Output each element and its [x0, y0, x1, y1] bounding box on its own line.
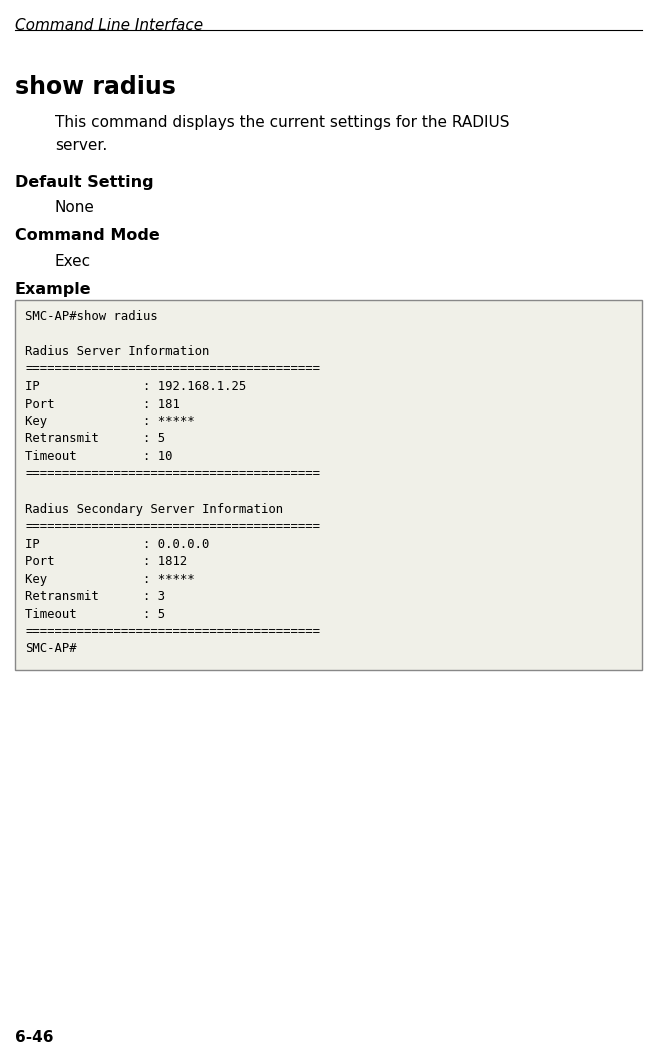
- Text: IP              : 0.0.0.0: IP : 0.0.0.0: [25, 538, 210, 550]
- Text: Port            : 181: Port : 181: [25, 398, 180, 410]
- Text: This command displays the current settings for the RADIUS: This command displays the current settin…: [55, 115, 509, 130]
- Text: Key             : *****: Key : *****: [25, 414, 194, 428]
- Text: ========================================: ========================================: [25, 363, 320, 376]
- Text: SMC-AP#: SMC-AP#: [25, 643, 77, 655]
- Text: Port            : 1812: Port : 1812: [25, 555, 187, 568]
- Text: Timeout         : 10: Timeout : 10: [25, 450, 173, 463]
- Text: 6-46: 6-46: [15, 1030, 53, 1045]
- Text: Retransmit      : 3: Retransmit : 3: [25, 590, 165, 603]
- Text: ========================================: ========================================: [25, 520, 320, 533]
- Text: Radius Secondary Server Information: Radius Secondary Server Information: [25, 503, 283, 515]
- Text: Default Setting: Default Setting: [15, 175, 154, 190]
- Text: server.: server.: [55, 138, 107, 153]
- Text: Retransmit      : 5: Retransmit : 5: [25, 432, 165, 445]
- Text: show radius: show radius: [15, 75, 176, 99]
- Text: IP              : 192.168.1.25: IP : 192.168.1.25: [25, 380, 246, 393]
- FancyBboxPatch shape: [15, 300, 642, 670]
- Text: Command Mode: Command Mode: [15, 228, 160, 243]
- Text: Key             : *****: Key : *****: [25, 572, 194, 586]
- Text: Radius Server Information: Radius Server Information: [25, 345, 210, 358]
- Text: Exec: Exec: [55, 254, 91, 269]
- Text: SMC-AP#show radius: SMC-AP#show radius: [25, 310, 158, 323]
- Text: ========================================: ========================================: [25, 625, 320, 638]
- Text: Command Line Interface: Command Line Interface: [15, 18, 203, 33]
- Text: None: None: [55, 200, 95, 215]
- Text: Example: Example: [15, 282, 91, 297]
- Text: ========================================: ========================================: [25, 467, 320, 481]
- Text: Timeout         : 5: Timeout : 5: [25, 607, 165, 621]
